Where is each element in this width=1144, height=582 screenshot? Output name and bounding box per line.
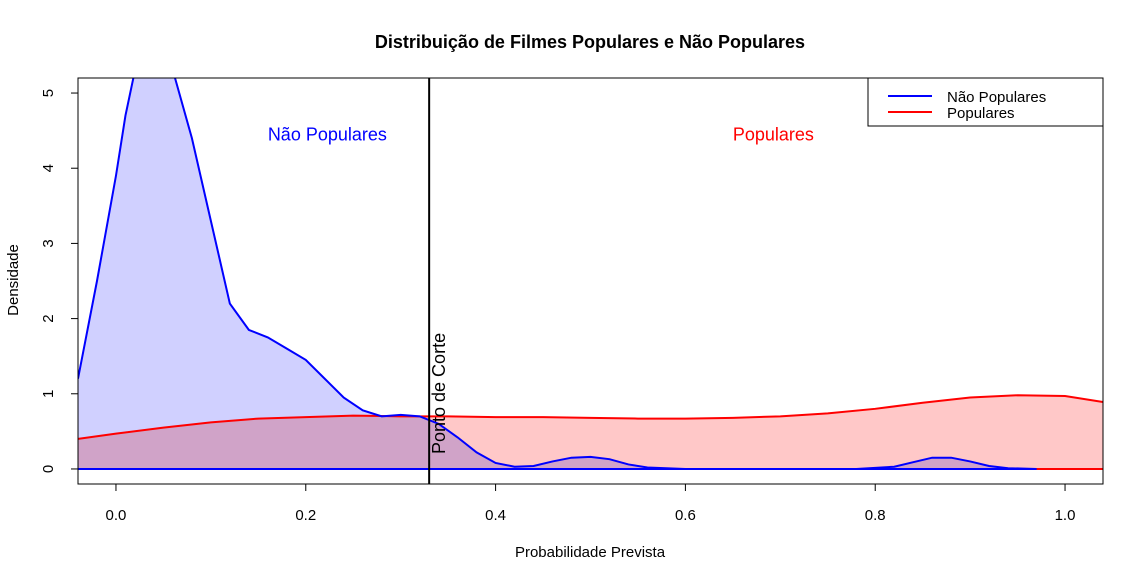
x-tick-label: 0.0 [106,507,127,524]
legend-box [867,77,1104,127]
legend: Não Populares Populares [867,77,1104,127]
area-nao-populares [78,78,1037,469]
x-tick-label: 0.2 [295,507,316,524]
x-axis: 0.0 0.2 0.4 0.6 0.8 1.0 [106,483,1076,524]
annotations: Ponto de Corte Não Populares Populares [268,124,814,454]
y-axis: 0 1 2 3 4 5 [40,89,79,473]
annotation-label: Não Populares [268,124,387,144]
chart-title: Distribuição de Filmes Populares e Não P… [375,32,805,52]
x-tick-label: 0.8 [865,507,886,524]
annotation-label: Populares [733,124,814,144]
y-tick-label: 5 [40,89,57,97]
legend-label-nao-populares: Não Populares [947,89,1046,106]
legend-label-populares: Populares [947,105,1015,122]
y-axis-label: Densidade [5,244,22,316]
y-tick-label: 1 [40,390,57,398]
cutoff-label: Ponto de Corte [429,333,449,454]
y-tick-label: 0 [40,465,57,473]
line-populares [78,394,1103,440]
y-tick-label: 2 [40,314,57,322]
plot-frame [77,77,1104,485]
x-tick-label: 0.4 [485,507,506,524]
x-tick-label: 0.6 [675,507,696,524]
y-tick-label: 3 [40,239,57,247]
x-tick-label: 1.0 [1055,507,1076,524]
y-tick-label: 4 [40,164,57,172]
x-axis-label: Probabilidade Prevista [515,544,666,561]
plot-area [78,78,1103,484]
line-nao-populares [78,78,1037,470]
